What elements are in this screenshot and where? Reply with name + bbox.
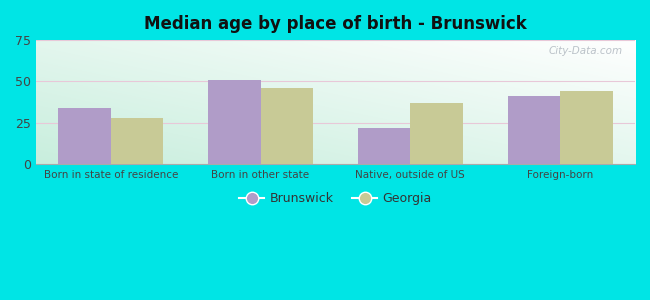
Bar (410, 103, 463, 164)
Bar (358, 128, 410, 164)
Bar (508, 96, 560, 164)
Text: City-Data.com: City-Data.com (549, 46, 623, 56)
Bar (261, 88, 313, 164)
Bar (208, 80, 261, 164)
Bar (560, 92, 612, 164)
Title: Median age by place of birth - Brunswick: Median age by place of birth - Brunswick (144, 15, 526, 33)
Legend: Brunswick, Georgia: Brunswick, Georgia (235, 187, 436, 210)
Bar (111, 118, 163, 164)
Bar (58, 108, 110, 164)
